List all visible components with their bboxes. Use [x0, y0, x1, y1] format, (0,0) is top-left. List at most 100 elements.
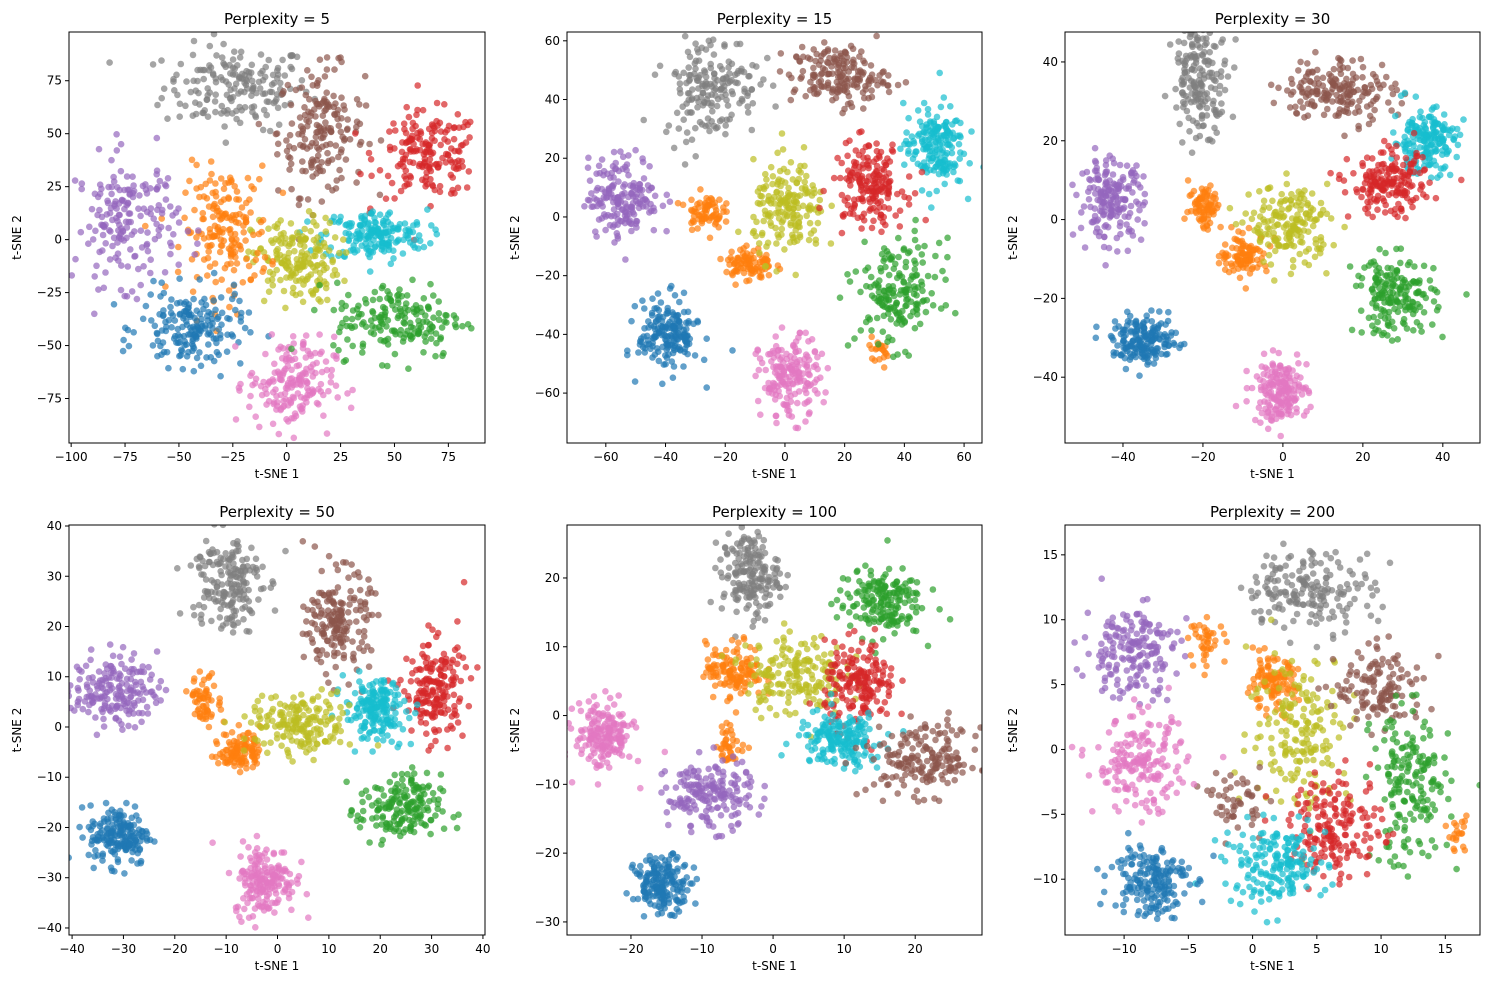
- data-point: [865, 165, 872, 172]
- data-point: [761, 256, 768, 263]
- data-point: [1418, 181, 1425, 188]
- data-point: [764, 55, 771, 62]
- data-point: [901, 161, 908, 168]
- data-point: [620, 154, 627, 161]
- data-point: [1378, 168, 1385, 175]
- data-point: [282, 396, 289, 403]
- data-point: [685, 64, 692, 71]
- data-point: [817, 374, 824, 381]
- data-point: [656, 313, 663, 320]
- data-point: [897, 207, 904, 214]
- data-point: [757, 411, 764, 418]
- data-point: [905, 150, 912, 157]
- data-point: [752, 373, 759, 380]
- data-point: [196, 194, 203, 201]
- data-point: [881, 364, 888, 371]
- data-point: [292, 410, 299, 417]
- data-point: [685, 320, 692, 327]
- data-point: [779, 130, 786, 137]
- data-point: [302, 112, 309, 119]
- data-point: [254, 250, 261, 257]
- data-point: [314, 262, 321, 269]
- data-point: [834, 64, 841, 71]
- data-point: [1342, 108, 1349, 115]
- data-point: [1103, 222, 1110, 229]
- data-point: [166, 317, 173, 324]
- data-point: [1222, 266, 1229, 273]
- data-point: [1138, 236, 1145, 243]
- data-point: [729, 347, 736, 354]
- data-point: [150, 215, 157, 222]
- data-point: [1117, 162, 1124, 169]
- data-point: [111, 178, 118, 185]
- data-point: [288, 220, 295, 227]
- data-point: [738, 260, 745, 267]
- data-point: [1221, 255, 1228, 262]
- data-point: [651, 305, 658, 312]
- data-point: [810, 46, 817, 53]
- data-point: [1427, 161, 1434, 168]
- data-point: [596, 200, 603, 207]
- data-point: [808, 230, 815, 237]
- data-point: [1231, 236, 1238, 243]
- data-point: [1275, 85, 1282, 92]
- data-point: [857, 289, 864, 296]
- data-point: [291, 435, 298, 442]
- data-point: [1081, 203, 1088, 210]
- data-point: [796, 369, 803, 376]
- data-point: [348, 405, 355, 412]
- data-point: [222, 211, 229, 218]
- data-point: [1441, 111, 1448, 118]
- data-point: [282, 102, 289, 109]
- data-point: [111, 301, 118, 308]
- data-point: [817, 197, 824, 204]
- data-point: [856, 169, 863, 176]
- data-point: [903, 79, 910, 86]
- data-point: [315, 296, 322, 303]
- data-point: [311, 106, 318, 113]
- data-point: [737, 247, 744, 254]
- data-point: [646, 163, 653, 170]
- data-point: [664, 305, 671, 312]
- data-point: [343, 357, 350, 364]
- data-point: [1196, 21, 1203, 28]
- data-point: [1086, 196, 1093, 203]
- data-point: [401, 320, 408, 327]
- data-point: [118, 168, 125, 175]
- data-point: [802, 93, 809, 100]
- data-point: [434, 100, 441, 107]
- data-point: [130, 194, 137, 201]
- data-point: [906, 173, 913, 180]
- data-point: [637, 338, 644, 345]
- data-point: [390, 255, 397, 262]
- data-point: [171, 87, 178, 94]
- data-point: [333, 142, 340, 149]
- data-point: [1232, 36, 1239, 43]
- data-point: [1371, 196, 1378, 203]
- data-point: [1120, 174, 1127, 181]
- data-point: [785, 193, 792, 200]
- data-point: [218, 276, 225, 283]
- data-point: [776, 195, 783, 202]
- data-point: [323, 106, 330, 113]
- data-point: [238, 318, 245, 325]
- data-point: [911, 151, 918, 158]
- data-point: [409, 126, 416, 133]
- data-point: [649, 354, 656, 361]
- data-point: [729, 91, 736, 98]
- data-point: [680, 116, 687, 123]
- data-point: [846, 93, 853, 100]
- data-point: [1212, 200, 1219, 207]
- data-point: [432, 353, 439, 360]
- data-point: [1190, 82, 1197, 89]
- data-point: [368, 317, 375, 324]
- data-point: [756, 250, 763, 257]
- data-point: [811, 190, 818, 197]
- data-point: [258, 229, 265, 236]
- data-point: [195, 227, 202, 234]
- data-point: [184, 353, 191, 360]
- data-point: [150, 342, 157, 349]
